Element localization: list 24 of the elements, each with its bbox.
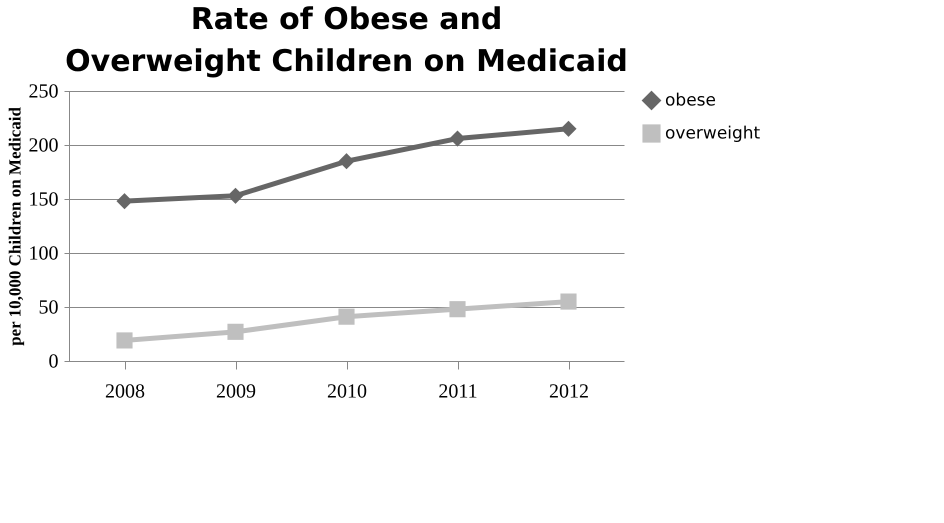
point	[227, 324, 244, 340]
point	[449, 301, 466, 318]
legend-label: obese	[665, 90, 716, 110]
point	[560, 120, 577, 137]
y-tick-label: 0	[48, 350, 58, 372]
chart-title: Rate of Obese and Overweight Children on Medicaid	[65, 2, 628, 79]
y-tick-label: 50	[38, 296, 58, 318]
point	[449, 130, 466, 147]
legend-label: overweight	[665, 124, 761, 144]
point	[560, 294, 577, 310]
x-tick-label: 2008	[105, 380, 145, 402]
point	[116, 193, 133, 210]
point	[338, 153, 355, 170]
point	[116, 332, 133, 349]
y-tick-label: 100	[28, 242, 58, 264]
y-tick-label: 250	[28, 80, 58, 102]
y-tick-label: 150	[28, 188, 58, 210]
y-axis-title: per 10,000 Children on Medicaid	[6, 106, 24, 346]
point	[338, 308, 355, 325]
y-tick-label: 200	[28, 134, 58, 156]
x-tick-label: 2012	[549, 380, 589, 402]
x-tick-label: 2010	[327, 380, 367, 402]
x-tick-label: 2009	[216, 380, 256, 402]
x-tick-label: 2011	[438, 380, 478, 402]
